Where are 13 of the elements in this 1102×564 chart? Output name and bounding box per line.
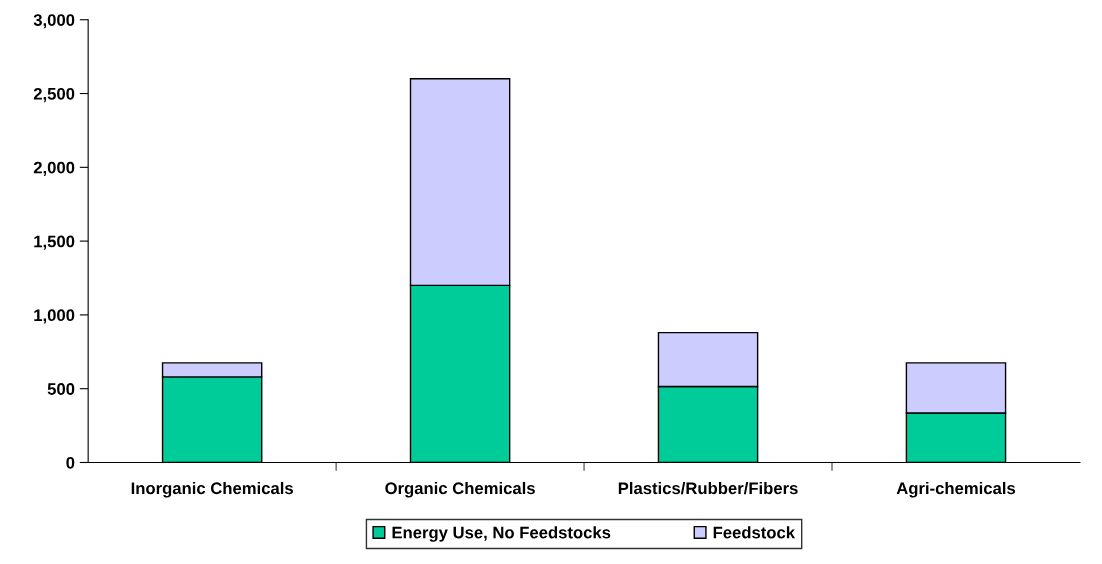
y-tick-label: 1,500	[34, 235, 75, 250]
y-tick-label: 500	[47, 383, 75, 395]
x-tick-label: Agri-chemicals	[896, 481, 1016, 498]
x-tick-label: Plastics/Rubber/Fibers	[618, 481, 798, 495]
y-tick-label: 3,000	[33, 14, 75, 29]
x-tick-label: Organic Chemicals	[385, 481, 535, 498]
y-tick-label: 2,500	[33, 87, 75, 103]
y-tick-label: 2,000	[33, 161, 75, 176]
y-tick-label: 1,000	[34, 309, 75, 324]
legend-label: Energy Use, No Feedstocks	[392, 526, 611, 542]
legend-label: Feedstock	[713, 526, 796, 539]
y-tick-label: 0	[66, 456, 75, 469]
x-tick-label: Inorganic Chemicals	[131, 481, 293, 498]
